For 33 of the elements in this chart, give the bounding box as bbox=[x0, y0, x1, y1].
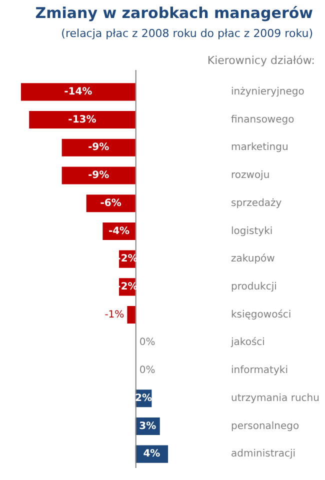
bar bbox=[20, 83, 136, 101]
chart-subtitle: (relacja płac z 2008 roku do płac z 2009 roku) bbox=[61, 27, 313, 40]
data-label: 3% bbox=[139, 420, 156, 432]
bar bbox=[127, 306, 136, 324]
y-tick-label: personalnego bbox=[231, 420, 300, 432]
y-tick-label: inżynieryjnego bbox=[231, 86, 304, 98]
y-tick-label: marketingu bbox=[231, 142, 288, 154]
data-label: -13% bbox=[68, 114, 96, 126]
y-tick-label: sprzedaży bbox=[231, 198, 282, 209]
y-tick-label: utrzymania ruchu bbox=[231, 392, 320, 404]
data-label: -1% bbox=[104, 309, 124, 320]
y-tick-label: księgowości bbox=[231, 308, 292, 320]
data-label: -6% bbox=[100, 198, 122, 209]
bar bbox=[29, 111, 136, 129]
bar bbox=[62, 166, 136, 184]
data-label: -14% bbox=[64, 86, 92, 98]
y-tick-label: informatyki bbox=[231, 365, 288, 376]
y-tick-label: administracji bbox=[231, 448, 296, 460]
y-axis-title: Kierownicy działów: bbox=[207, 54, 315, 67]
chart-title: Zmiany w zarobkach managerów bbox=[35, 4, 313, 22]
data-label: 0% bbox=[139, 365, 156, 376]
data-label: 4% bbox=[143, 448, 160, 460]
data-label: -9% bbox=[88, 142, 110, 154]
y-tick-label: logistyki bbox=[231, 226, 273, 237]
y-tick-label: finansowego bbox=[231, 114, 294, 126]
bar bbox=[62, 138, 136, 156]
data-label: -4% bbox=[108, 226, 130, 237]
data-label: -9% bbox=[88, 170, 110, 182]
data-label: 0% bbox=[139, 337, 156, 348]
y-tick-label: jakości bbox=[230, 336, 265, 348]
y-tick-label: produkcji bbox=[231, 282, 277, 293]
y-tick-label: rozwoju bbox=[231, 170, 270, 182]
y-tick-label: zakupów bbox=[231, 254, 275, 265]
